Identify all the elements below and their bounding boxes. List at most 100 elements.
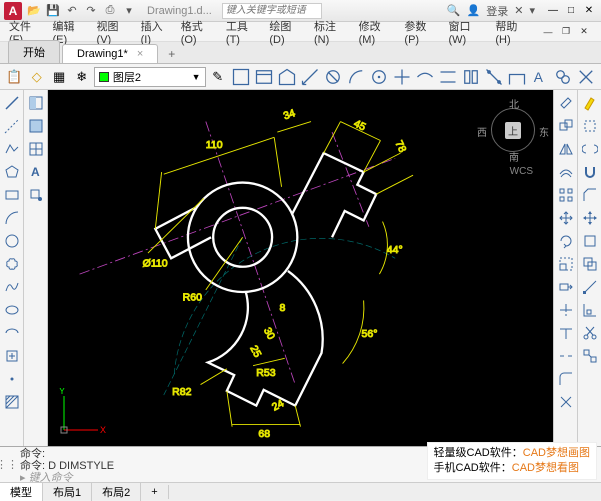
print-icon[interactable]: ⎙ [102, 3, 118, 19]
chamfer-tool[interactable] [579, 184, 601, 206]
close-button[interactable]: ✕ [581, 4, 597, 18]
menu-modify[interactable]: 修改(M) [354, 18, 400, 46]
drawing-canvas[interactable]: Ø110 R60 110 34 45 78 44° [48, 90, 553, 446]
scale-tool[interactable] [555, 253, 577, 275]
maximize-button[interactable]: □ [563, 4, 579, 18]
layout-add-button[interactable]: + [141, 485, 168, 499]
layer-combo[interactable]: 图层2 ▼ [94, 67, 206, 87]
addselected-tool[interactable] [25, 184, 47, 206]
table-tool[interactable] [25, 138, 47, 160]
menu-dimension[interactable]: 标注(N) [309, 18, 354, 46]
mdi-close-icon[interactable]: ✕ [576, 25, 592, 39]
mdi-min-icon[interactable]: — [540, 25, 556, 39]
rotate-tool[interactable] [555, 230, 577, 252]
view-cube[interactable]: 北 南 西 东 上 [481, 98, 545, 162]
tab-start[interactable]: 开始 [8, 40, 60, 63]
ribbon-tool-2[interactable] [253, 66, 275, 88]
select-tool[interactable] [579, 115, 601, 137]
rectangle-tool[interactable] [1, 184, 23, 206]
menu-param[interactable]: 参数(P) [399, 18, 443, 46]
menu-help[interactable]: 帮助(H) [490, 18, 535, 46]
layer-iso-icon[interactable]: ▦ [49, 66, 69, 88]
mtext-tool[interactable]: A [25, 161, 47, 183]
arc-tool[interactable] [1, 207, 23, 229]
extend-tool[interactable] [555, 322, 577, 344]
help-dropdown-icon[interactable]: ▾ [527, 4, 537, 17]
menu-window[interactable]: 窗口(W) [443, 18, 490, 46]
layer-freeze-icon[interactable]: ❄ [71, 66, 91, 88]
ribbon-tool-13[interactable] [506, 66, 528, 88]
layer-properties-icon[interactable]: 📋 [4, 66, 24, 88]
compass-s[interactable]: 南 [509, 149, 519, 164]
pan-tool[interactable] [579, 207, 601, 229]
copy-tool[interactable] [555, 115, 577, 137]
explode-tool[interactable] [555, 391, 577, 413]
line-tool[interactable] [1, 92, 23, 114]
compass-top[interactable]: 上 [505, 122, 521, 139]
spline-tool[interactable] [1, 276, 23, 298]
ribbon-tool-3[interactable] [276, 66, 298, 88]
cut-tool[interactable] [579, 322, 601, 344]
gradient-tool[interactable] [25, 92, 47, 114]
highlight-tool[interactable] [579, 92, 601, 114]
tab-close-icon[interactable]: × [137, 48, 143, 60]
ribbon-tool-7[interactable] [368, 66, 390, 88]
tab-drawing1[interactable]: Drawing1* × [62, 44, 158, 63]
revcloud-tool[interactable] [1, 253, 23, 275]
polyline-tool[interactable] [1, 138, 23, 160]
region-tool[interactable] [25, 115, 47, 137]
qat-dropdown-icon[interactable]: ▾ [121, 3, 137, 19]
block-tool[interactable] [579, 230, 601, 252]
user-icon[interactable]: 👤 [465, 4, 483, 17]
mdi-restore-icon[interactable]: ❐ [558, 25, 574, 39]
fillet-tool[interactable] [555, 368, 577, 390]
ribbon-tool-10[interactable] [437, 66, 459, 88]
ellipse-tool[interactable] [1, 299, 23, 321]
align-tool[interactable] [579, 299, 601, 321]
ribbon-tool-9[interactable] [414, 66, 436, 88]
ribbon-tool-6[interactable] [345, 66, 367, 88]
minimize-button[interactable]: — [545, 4, 561, 18]
redo-icon[interactable]: ↷ [83, 3, 99, 19]
layer-state-icon[interactable]: ◇ [26, 66, 46, 88]
group-tool[interactable] [579, 345, 601, 367]
layout1-tab[interactable]: 布局1 [43, 483, 92, 501]
tab-new-button[interactable]: + [160, 45, 183, 63]
layout2-tab[interactable]: 布局2 [92, 483, 141, 501]
stretch-tool[interactable] [555, 276, 577, 298]
exchange-icon[interactable]: ✕ [512, 4, 525, 17]
ellipse-arc-tool[interactable] [1, 322, 23, 344]
search-icon[interactable]: 🔍 [445, 4, 463, 17]
model-tab[interactable]: 模型 [0, 483, 43, 501]
ribbon-tool-16[interactable] [575, 66, 597, 88]
open-icon[interactable]: 📂 [26, 3, 42, 19]
hatch-tool[interactable] [1, 391, 23, 413]
erase-tool[interactable] [555, 92, 577, 114]
menu-view[interactable]: 视图(V) [92, 18, 136, 46]
compass-e[interactable]: 东 [539, 124, 549, 139]
ribbon-tool-14[interactable]: A [529, 66, 551, 88]
menu-draw[interactable]: 绘图(D) [264, 18, 309, 46]
construction-line-tool[interactable] [1, 115, 23, 137]
circle-tool[interactable] [1, 230, 23, 252]
menu-insert[interactable]: 插入(I) [136, 18, 176, 46]
break-tool[interactable] [555, 345, 577, 367]
drag-handle-icon[interactable]: ⋮⋮ [0, 447, 14, 482]
ribbon-tool-1[interactable] [230, 66, 252, 88]
ribbon-tool-8[interactable] [391, 66, 413, 88]
move-tool[interactable] [555, 207, 577, 229]
compass-n[interactable]: 北 [509, 96, 519, 111]
login-link[interactable]: 登录 [484, 3, 510, 19]
ribbon-tool-15[interactable] [552, 66, 574, 88]
offset-tool[interactable] [555, 161, 577, 183]
ribbon-tool-11[interactable] [460, 66, 482, 88]
join-tool[interactable] [579, 138, 601, 160]
magnet-tool[interactable] [579, 161, 601, 183]
insert-block-tool[interactable] [1, 345, 23, 367]
lengthen-tool[interactable] [579, 276, 601, 298]
array-tool[interactable] [555, 184, 577, 206]
menu-format[interactable]: 格式(O) [176, 18, 221, 46]
ribbon-tool-5[interactable] [322, 66, 344, 88]
trim-tool[interactable] [555, 299, 577, 321]
menu-tools[interactable]: 工具(T) [221, 18, 264, 46]
